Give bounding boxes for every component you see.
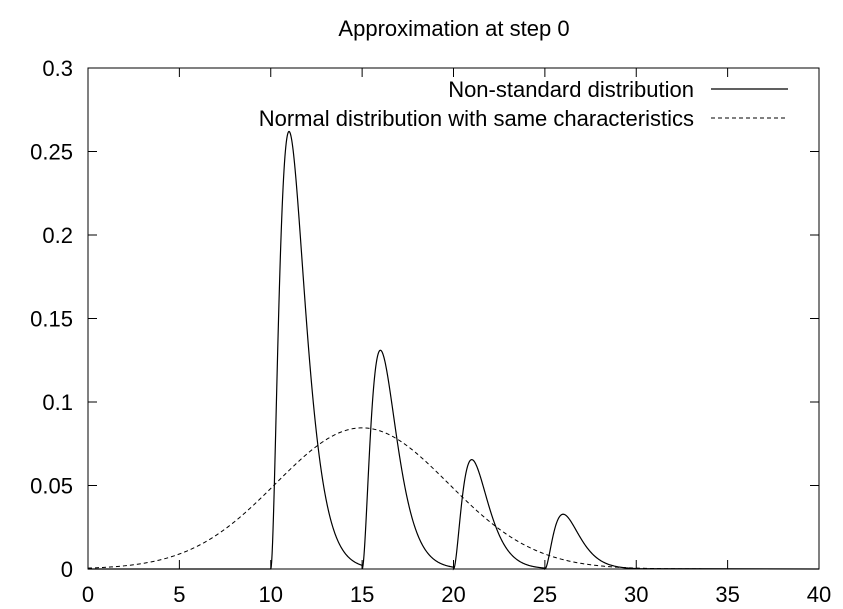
y-tick-label: 0.05	[30, 474, 73, 499]
x-axis: 0 5 10 15 20 25 30 35 40	[82, 68, 831, 607]
y-tick-label: 0	[61, 557, 73, 582]
x-tick-label: 20	[441, 582, 465, 607]
chart-title: Approximation at step 0	[338, 16, 569, 41]
x-tick-label: 15	[350, 582, 374, 607]
y-tick-label: 0.3	[42, 56, 73, 81]
y-tick-label: 0.15	[30, 307, 73, 332]
x-tick-label: 40	[807, 582, 831, 607]
series-normal-distribution	[87, 427, 819, 570]
x-tick-label: 5	[173, 582, 185, 607]
legend: Non-standard distribution Normal distrib…	[259, 77, 788, 131]
x-tick-label: 30	[624, 582, 648, 607]
x-tick-label: 10	[259, 582, 283, 607]
legend-label-normal: Normal distribution with same characteri…	[259, 106, 694, 131]
x-tick-label: 25	[533, 582, 557, 607]
y-tick-label: 0.1	[42, 390, 73, 415]
x-tick-label: 0	[82, 582, 94, 607]
y-tick-label: 0.2	[42, 223, 73, 248]
plot-frame	[87, 67, 820, 570]
legend-label-non-standard: Non-standard distribution	[448, 77, 694, 102]
series-non-standard-distribution	[88, 130, 820, 571]
y-axis: 0 0.05 0.1 0.15 0.2 0.25 0.3	[30, 56, 819, 582]
x-tick-label: 35	[715, 582, 739, 607]
y-tick-label: 0.25	[30, 140, 73, 165]
